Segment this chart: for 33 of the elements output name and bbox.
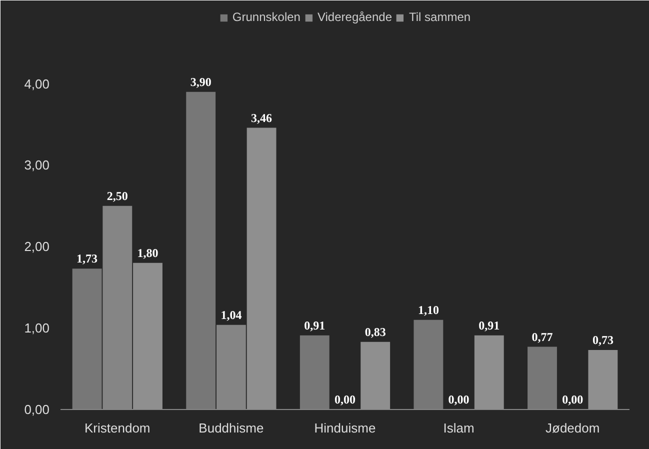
data-label: 3,90 — [190, 74, 212, 89]
x-tick-label: Jødedom — [546, 420, 600, 436]
x-tick-label: Hinduisme — [314, 420, 376, 436]
y-tick-label: 1,00 — [24, 320, 50, 336]
data-label: 0,91 — [304, 318, 326, 332]
bar — [186, 92, 216, 410]
legend-label: Grunnskolen — [232, 10, 300, 24]
data-label: 0,83 — [364, 324, 386, 339]
data-label: 1,80 — [137, 246, 158, 260]
bar — [414, 320, 444, 410]
bar — [300, 335, 330, 410]
data-label: 0,00 — [334, 392, 356, 406]
legend-label: Til sammen — [408, 10, 471, 24]
x-tick-label: Kristendom — [84, 420, 150, 436]
legend-label: Videregående — [317, 10, 392, 24]
y-tick-label: 3,00 — [24, 158, 50, 173]
y-tick-label: 0,00 — [24, 402, 50, 417]
data-label: 0,91 — [478, 318, 500, 332]
x-tick-label: Islam — [443, 420, 474, 436]
y-tick-label: 4,00 — [24, 76, 50, 92]
data-label: 0,00 — [448, 392, 470, 406]
bar — [528, 346, 557, 410]
x-tick-label: Buddhisme — [198, 420, 264, 436]
data-label: 3,46 — [251, 110, 272, 125]
y-tick-label: 2,00 — [24, 239, 50, 254]
data-label: 0,77 — [532, 330, 553, 344]
data-label: 2,50 — [106, 188, 128, 203]
data-label: 1,73 — [76, 252, 98, 266]
data-label: 0,73 — [592, 333, 614, 348]
bar — [72, 268, 102, 410]
data-label: 0,00 — [562, 392, 584, 406]
data-label: 1,10 — [418, 302, 439, 317]
data-label: 1,04 — [220, 308, 242, 322]
